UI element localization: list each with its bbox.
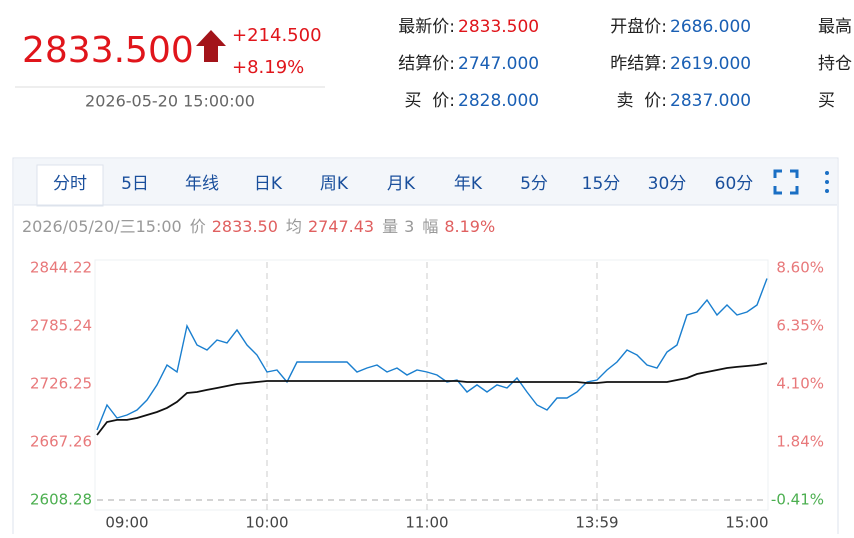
field-label: 卖 价: <box>616 91 667 111</box>
x-tick-label: 15:00 <box>725 514 768 532</box>
tab[interactable]: 30分 <box>648 174 687 194</box>
tab[interactable]: 年线 <box>185 174 219 194</box>
active-tab <box>36 164 104 207</box>
info-text: 8.19% <box>444 217 495 236</box>
field-label: 最高 <box>818 17 852 37</box>
last-price: 2833.500 <box>22 30 194 71</box>
field-label: 开盘价: <box>610 17 667 37</box>
x-tick-label: 13:59 <box>575 514 618 532</box>
x-tick-label: 09:00 <box>105 514 148 532</box>
tab[interactable]: 月K <box>387 174 416 194</box>
y-tick-label: 2785.24 <box>30 316 92 334</box>
info-text: 量 <box>382 217 398 236</box>
chart-panel <box>12 157 839 538</box>
info-text: 2833.50 <box>212 217 278 236</box>
y-tick-label: 2608.28 <box>30 491 92 509</box>
more-icon[interactable] <box>825 171 829 193</box>
y2-tick-label: 1.84% <box>776 433 824 451</box>
field-value: 2837.000 <box>670 91 751 111</box>
price-line <box>96 362 768 436</box>
fullscreen-icon[interactable] <box>773 169 799 195</box>
x-tick-label: 11:00 <box>405 514 448 532</box>
field-label: 买 价: <box>404 91 455 111</box>
field-value: 2686.000 <box>670 17 751 37</box>
tab[interactable]: 5日 <box>121 174 149 194</box>
y2-tick-label: 4.10% <box>776 374 824 392</box>
plot: 2608.28 2667.26 2726.25 2785.24 2844.22 -0.41… <box>30 259 824 532</box>
info-text: 3 <box>404 217 414 236</box>
plot-frame <box>94 259 769 511</box>
tab[interactable]: 年K <box>454 174 483 194</box>
field-value: 2833.500 <box>458 17 539 37</box>
change-pct: +8.19% <box>232 57 304 78</box>
field-value: 2619.000 <box>670 54 751 74</box>
info-text: 均 <box>286 217 302 236</box>
y-tick-label: 2844.22 <box>30 259 92 277</box>
tab[interactable]: 15分 <box>582 174 621 194</box>
info-text: 幅 <box>422 217 438 236</box>
tab[interactable]: 周K <box>320 174 349 194</box>
change: +214.500 <box>232 25 322 46</box>
y2-tick-label: 8.60% <box>776 259 824 277</box>
info-text: 2026/05/20/三15:00 <box>22 217 182 236</box>
field-label: 昨结算: <box>610 54 667 74</box>
field-label: 最新价: <box>398 17 455 37</box>
info-bar: 2026/05/20/三15:00 价 2833.50 均 2747.43 量 3 幅 8.19… <box>22 217 495 236</box>
info-text: 价 <box>190 217 206 236</box>
tab[interactable]: 60分 <box>715 174 754 194</box>
tab[interactable]: 5分 <box>520 174 548 194</box>
y2-tick-label: -0.41% <box>771 491 824 509</box>
field-label: 结算价: <box>398 54 455 74</box>
y-tick-label: 2667.26 <box>30 433 92 451</box>
y-tick-label: 2726.25 <box>30 375 92 393</box>
x-tick-label: 10:00 <box>245 514 288 532</box>
quote-time: 2026-05-20 15:00:00 <box>85 92 255 111</box>
field-value: 2747.000 <box>458 54 539 74</box>
tab[interactable]: 分时 <box>53 174 87 194</box>
info-text: 2747.43 <box>308 217 374 236</box>
tab[interactable]: 日K <box>254 174 283 194</box>
y2-tick-label: 6.35% <box>776 316 824 334</box>
up-arrow <box>196 30 226 62</box>
tabs: 分时 5日 年线 日K 周K 月K 年K 5分 15分 30分 60分 <box>36 164 754 207</box>
tab-bar <box>14 159 837 205</box>
field-label: 持仓 <box>818 54 852 74</box>
field-value: 2828.000 <box>458 91 539 111</box>
field-label: 买 <box>818 91 835 111</box>
price-line <box>96 278 768 431</box>
